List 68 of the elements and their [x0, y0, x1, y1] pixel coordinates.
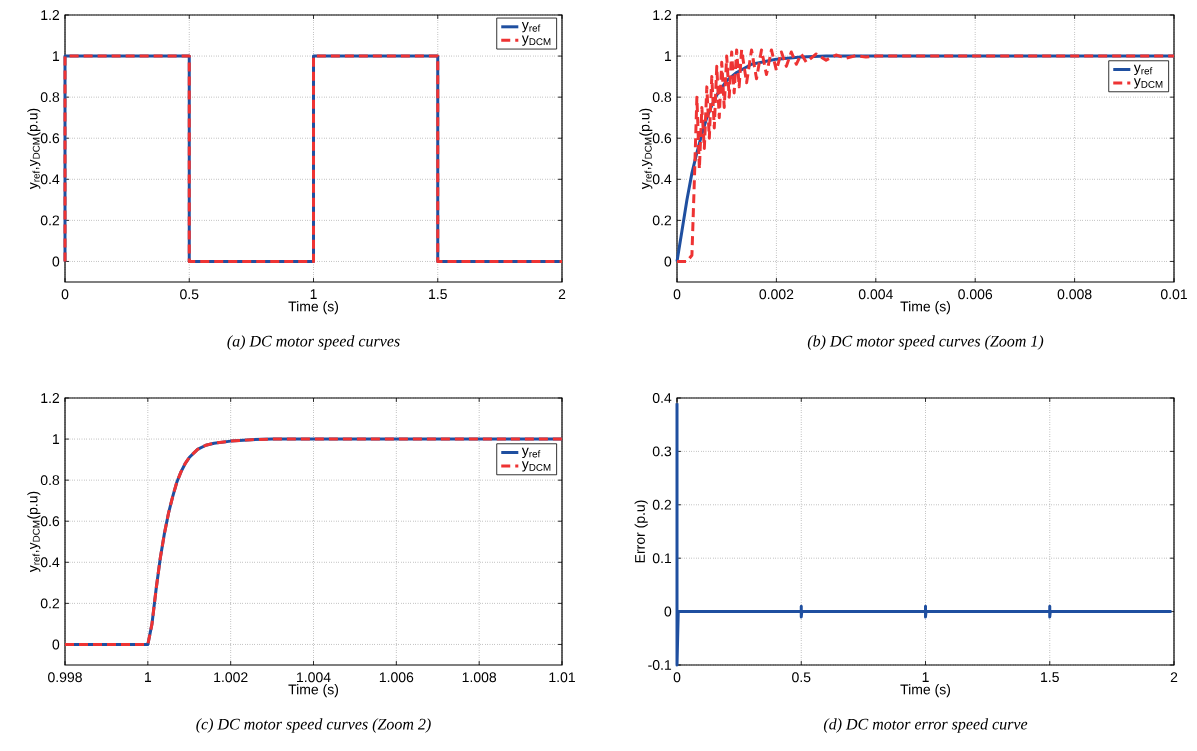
legend-label: y$_{ref}$	[521, 447, 541, 459]
legend-label: y$_{ref}$	[521, 22, 541, 33]
y-tick-label: 0.1	[652, 553, 672, 564]
y-axis-title: Error (p.u)	[634, 500, 648, 563]
x-tick-label: 1	[145, 672, 152, 682]
x-tick-label: 1.006	[379, 672, 414, 683]
legend-label: y$_{ref}$	[1133, 64, 1153, 76]
y-tick-label: 0.8	[40, 475, 60, 486]
y-axis-title: y$_{ref}$,y$_{DCM}$(p.u)	[27, 491, 41, 573]
y-tick-label: 0.2	[40, 598, 60, 609]
x-tick-label: 2	[1170, 672, 1178, 683]
x-axis-title: Time (s)	[900, 684, 951, 698]
x-tick-label: 1.01	[549, 672, 575, 683]
x-tick-label: 0.5	[180, 289, 199, 300]
x-tick-label: 1.004	[297, 672, 331, 683]
y-tick-label: 1	[53, 434, 60, 444]
x-tick-label: 1.5	[1041, 672, 1059, 683]
y-tick-label: 0.6	[40, 133, 60, 144]
y-tick-label: 0.4	[40, 557, 60, 568]
y-tick-label: 1	[665, 51, 672, 61]
x-tick-label: 0.01	[1160, 289, 1187, 300]
legend-label: y$_{DCM}$	[1133, 78, 1163, 89]
x-tick-label: 0.002	[759, 289, 794, 300]
y-tick-label: 0.3	[652, 446, 672, 457]
x-tick-label: 1	[922, 672, 929, 682]
y-tick-label: 0	[52, 256, 60, 267]
y-tick-label: 1.2	[41, 10, 60, 20]
y-tick-label: 0.2	[652, 499, 672, 510]
y-tick-label: 1	[53, 51, 60, 61]
y-tick-label: 1.2	[653, 10, 672, 20]
x-axis-title: Time (s)	[900, 301, 951, 315]
x-tick-label: 0	[61, 289, 69, 300]
y-axis-title: y$_{ref}$,y$_{DCM}$(p.u)	[27, 108, 41, 190]
y-tick-label: 0	[52, 639, 60, 650]
x-tick-label: 2	[558, 289, 566, 300]
y-tick-label: 0.8	[652, 92, 672, 103]
x-tick-label: 1.002	[214, 672, 248, 683]
text: (a) DC motor speed curves	[227, 335, 400, 350]
x-tick-label: 1	[310, 289, 317, 299]
y-tick-label: 0.4	[40, 174, 60, 185]
x-axis-title: Time (s)	[288, 684, 339, 698]
x-tick-label: 0.5	[792, 672, 811, 683]
y-tick-label: 0.8	[40, 92, 60, 103]
x-tick-label: 0.998	[48, 672, 82, 683]
y-axis-title: y$_{ref}$,y$_{DCM}$(p.u)	[639, 108, 653, 190]
legend-label: y$_{DCM}$	[521, 461, 551, 472]
y-tick-label: 0.4	[652, 393, 672, 403]
y-tick-label: 1.2	[41, 393, 60, 403]
y-tick-label: 0.4	[652, 174, 672, 185]
legend-label: y$_{DCM}$	[521, 35, 551, 46]
text: (d) DC motor error speed curve	[823, 718, 1028, 733]
x-tick-label: 0.008	[1057, 289, 1092, 300]
y-tick-label: 0	[664, 256, 672, 267]
x-tick-label: 0.006	[958, 289, 993, 300]
y-tick-label: 0.2	[652, 215, 672, 226]
text: (b) DC motor speed curves (Zoom 1)	[807, 335, 1044, 350]
x-axis-title: Time (s)	[288, 301, 339, 315]
y-tick-label: 0.6	[652, 133, 672, 144]
y-tick-label: 0.2	[40, 215, 60, 226]
y-tick-label: -0.1	[648, 660, 672, 670]
x-tick-label: 1.008	[462, 672, 497, 683]
x-tick-label: 1.5	[429, 289, 447, 300]
x-tick-label: 0	[673, 672, 681, 683]
text: (c) DC motor speed curves (Zoom 2)	[196, 718, 431, 733]
y-tick-label: 0	[664, 606, 672, 617]
x-tick-label: 0.004	[858, 289, 893, 300]
x-tick-label: 0	[673, 289, 681, 300]
y-tick-label: 0.6	[40, 516, 60, 527]
